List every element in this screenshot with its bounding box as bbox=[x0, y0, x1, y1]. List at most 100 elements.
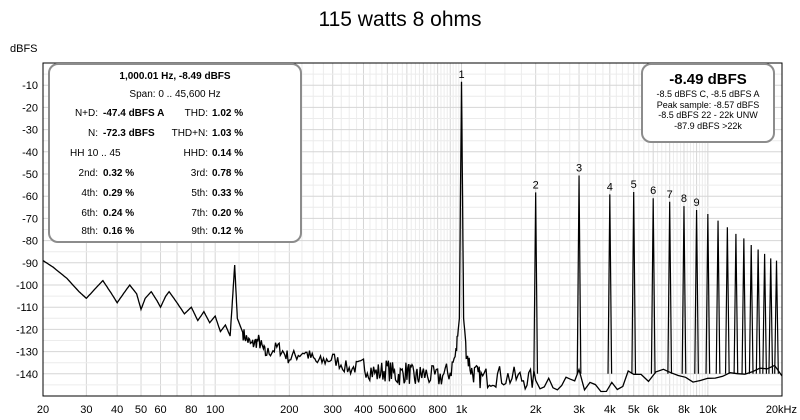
distortion-stats-panel: 1,000.01 Hz, -8.49 dBFS Span: 0 .. 45,60… bbox=[48, 63, 302, 243]
x-tick-label: 50 bbox=[135, 404, 147, 416]
level-line-4: -87.9 dBFS >22k bbox=[674, 120, 742, 131]
x-tick-label: 600 bbox=[398, 404, 416, 416]
x-tick-label: 60 bbox=[154, 404, 166, 416]
harmonic-spike bbox=[715, 220, 721, 374]
x-tick-label: 500 bbox=[378, 404, 396, 416]
harmonic-spike bbox=[768, 258, 774, 374]
harmonic-spike bbox=[631, 191, 637, 374]
h3-label: 3rd: bbox=[190, 168, 208, 179]
x-tick-label: 5k bbox=[628, 404, 640, 416]
nd-label: N+D: bbox=[74, 108, 98, 119]
x-tick-label: 300 bbox=[324, 404, 342, 416]
y-tick-label: -10 bbox=[22, 80, 38, 92]
harmonic-spike bbox=[774, 260, 779, 374]
x-tick-label: 2k bbox=[530, 404, 542, 416]
h6-value: 0.24 % bbox=[103, 208, 135, 219]
y-tick-label: -100 bbox=[16, 280, 38, 292]
y-axis-label: dBFS bbox=[10, 43, 38, 55]
x-tick-label: 10k bbox=[699, 404, 717, 416]
spectrum-line bbox=[42, 81, 783, 393]
stats-row-6-7: 6th: 0.24 % 7th: 0.20 % bbox=[50, 207, 300, 221]
x-tick-label: 80 bbox=[185, 404, 197, 416]
x-tick-label: 20 bbox=[37, 404, 49, 416]
harmonic-label-9: 9 bbox=[694, 197, 700, 209]
h5-value: 0.33 % bbox=[212, 188, 244, 199]
level-panel: -8.49 dBFS -8.5 dBFS C, -8.5 dBFS A Peak… bbox=[641, 63, 775, 143]
thd-value: 1.02 % bbox=[212, 108, 244, 119]
x-tick-label: 100 bbox=[206, 404, 224, 416]
harmonic-spike bbox=[741, 238, 747, 374]
y-tick-label: -40 bbox=[22, 147, 38, 159]
harmonic-labels: 1 2 3 4 5 6 7 8 9 bbox=[458, 69, 699, 209]
nd-value: -47.4 dBFS A bbox=[103, 108, 165, 119]
y-tick-label: -120 bbox=[16, 324, 38, 336]
spectrum-trace bbox=[42, 81, 783, 393]
harmonic-spike bbox=[607, 194, 613, 374]
x-tick-label: 30 bbox=[80, 404, 92, 416]
harmonic-spike bbox=[724, 227, 730, 374]
h3-value: 0.78 % bbox=[212, 168, 244, 179]
h7-value: 0.20 % bbox=[212, 208, 244, 219]
harmonic-spike bbox=[681, 206, 687, 374]
h2-label: 2nd: bbox=[78, 168, 98, 179]
y-tick-label: -70 bbox=[22, 213, 38, 225]
hhd-value: 0.14 % bbox=[212, 148, 244, 159]
stats-header: 1,000.01 Hz, -8.49 dBFS bbox=[119, 71, 231, 82]
x-tick-label: 4k bbox=[604, 404, 616, 416]
x-tick-label: 3k bbox=[573, 404, 585, 416]
harmonic-spike bbox=[667, 201, 673, 374]
harmonic-spike bbox=[694, 209, 699, 374]
y-tick-label: -20 bbox=[22, 102, 38, 114]
hhd-label: HHD: bbox=[183, 148, 208, 159]
y-tick-label: -90 bbox=[22, 258, 38, 270]
x-tick-label: 20kHz bbox=[766, 404, 797, 416]
harmonic-spike bbox=[748, 245, 754, 374]
plot-frame bbox=[42, 62, 783, 397]
harmonic-spike bbox=[733, 233, 739, 374]
stats-row-8-9: 8th: 0.16 % 9th: 0.12 % bbox=[50, 225, 300, 239]
x-tick-label: 800 bbox=[428, 404, 446, 416]
thd-label: THD: bbox=[184, 108, 208, 119]
axis-ticks: -10 -20 -30 -40 -50 -60 -70 -80 -90 -100 -110 -120 -… bbox=[10, 43, 797, 416]
plot-border bbox=[42, 62, 783, 397]
harmonic-label-6: 6 bbox=[650, 185, 656, 197]
y-tick-label: -30 bbox=[22, 125, 38, 137]
stats-row-4-5: 4th: 0.29 % 5th: 0.33 % bbox=[50, 187, 300, 201]
harmonic-spike bbox=[762, 253, 768, 374]
thdn-label: THD+N: bbox=[171, 128, 208, 139]
stats-row-n-thdn: N: -72.3 dBFS THD+N: 1.03 % bbox=[50, 127, 300, 141]
y-tick-label: -110 bbox=[17, 302, 38, 314]
thdn-value: 1.03 % bbox=[212, 128, 244, 139]
h5-label: 5th: bbox=[191, 188, 208, 199]
harmonic-label-8: 8 bbox=[681, 193, 687, 205]
y-tick-label: -80 bbox=[22, 236, 38, 248]
y-tick-label: -140 bbox=[16, 369, 38, 381]
h4-value: 0.29 % bbox=[103, 188, 135, 199]
harmonic-spike bbox=[705, 213, 711, 374]
h6-label: 6th: bbox=[81, 208, 98, 219]
h8-value: 0.16 % bbox=[103, 226, 135, 237]
x-tick-label: 8k bbox=[678, 404, 690, 416]
chart-title: 115 watts 8 ohms bbox=[318, 8, 482, 31]
x-tick-label: 6k bbox=[647, 404, 659, 416]
level-line-2: Peak sample: -8.57 dBFS bbox=[656, 99, 760, 110]
level-line-3: -8.5 dBFS 22 - 22k UNW bbox=[658, 110, 758, 120]
harmonic-label-1: 1 bbox=[458, 69, 464, 81]
harmonic-label-7: 7 bbox=[667, 189, 673, 201]
x-tick-label: 400 bbox=[354, 404, 372, 416]
stats-row-2-3: 2nd: 0.32 % 3rd: 0.78 % bbox=[50, 167, 300, 181]
h2-value: 0.32 % bbox=[103, 168, 135, 179]
stats-span: Span: 0 .. 45,600 Hz bbox=[129, 89, 221, 100]
harmonic-spike bbox=[576, 175, 582, 374]
harmonic-label-2: 2 bbox=[533, 179, 539, 191]
y-tick-label: -50 bbox=[22, 169, 38, 181]
y-tick-label: -130 bbox=[16, 347, 38, 359]
harmonic-spike bbox=[755, 249, 761, 374]
harmonic-label-3: 3 bbox=[576, 163, 582, 175]
stats-row-nd-thd: N+D: -47.4 dBFS A THD: 1.02 % bbox=[50, 107, 300, 121]
hh-label: HH 10 .. 45 bbox=[70, 148, 121, 159]
harmonic-label-5: 5 bbox=[631, 179, 637, 191]
harmonic-spike bbox=[533, 192, 539, 374]
h7-label: 7th: bbox=[191, 208, 208, 219]
